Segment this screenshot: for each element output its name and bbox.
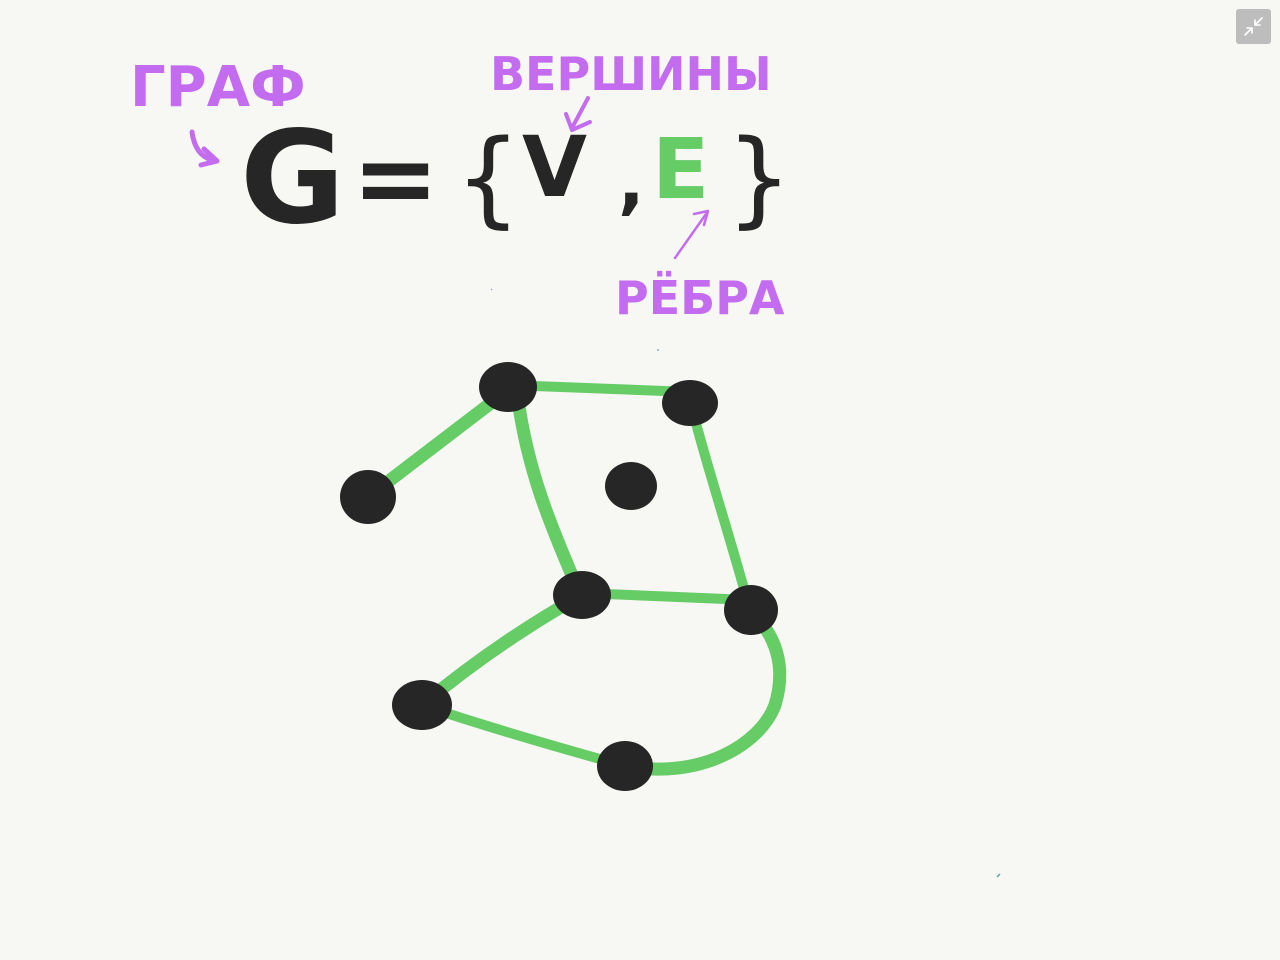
graph-vertex [479,362,537,412]
formula-close-brace: } [726,117,792,239]
formula-equals: = [352,117,439,239]
graph-annotation: ГРАФ [130,55,306,120]
graph-vertex-isolated [605,462,657,510]
collapse-button[interactable] [1236,9,1271,44]
graph-edge [688,407,755,615]
collapse-arrows-icon [1244,17,1263,36]
stray-mark [996,873,1001,878]
graph-annotation-arrow [189,129,215,163]
stray-mark [490,288,493,291]
graph-vertex [724,585,778,635]
graph-edge [361,383,515,504]
vertices-annotation-arrow [570,96,590,130]
edges-annotation: РЁБРА [615,271,785,325]
formula-edges-symbol: E [652,120,709,218]
vertices-annotation: ВЕРШИНЫ [490,47,772,101]
graph-vertex [392,680,452,730]
graph-annotation-arrowhead [198,146,220,168]
formula-comma: , [618,141,645,223]
graph-vertex [597,741,653,791]
edges-annotation-arrowhead [692,209,710,227]
formula-vertices-symbol: V [522,118,587,216]
graph-vertex [553,571,611,619]
vertices-annotation-arrowhead [564,112,592,132]
graph-edge [503,380,695,397]
graph-vertex [662,380,718,426]
graph-edge [415,589,587,712]
graph-vertex [340,470,396,524]
edges-annotation-arrow [673,212,708,260]
graph-edge [417,700,630,771]
formula-graph-symbol: G [240,104,345,253]
formula-open-brace: { [455,117,521,239]
graph-edge [618,605,787,776]
graph-edge [511,393,587,601]
